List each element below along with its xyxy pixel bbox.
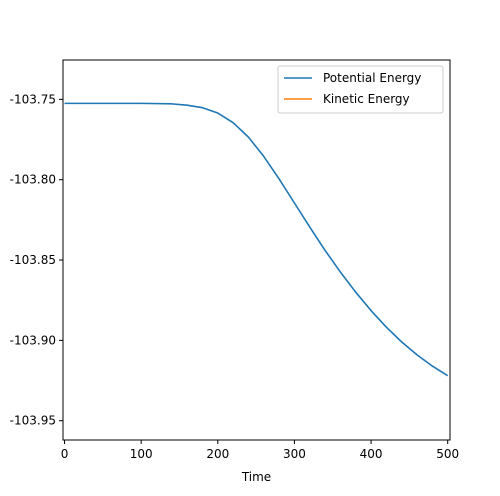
y-tick-label: -103.85: [10, 253, 56, 267]
axis-ticks: 0 100 200 300 400 500 -103.75 -103.80 -103.85 -10…: [10, 92, 459, 461]
plot-frame: [62, 59, 451, 441]
y-tick-label: -103.80: [10, 173, 56, 187]
y-tick-label: -103.90: [10, 333, 56, 347]
x-tick-label: 400: [360, 447, 383, 461]
legend-label: Kinetic Energy: [323, 92, 410, 106]
legend-label: Potential Energy: [323, 71, 421, 85]
y-tick-label: -103.75: [10, 92, 56, 106]
x-tick-label: 500: [436, 447, 459, 461]
x-tick-label: 300: [283, 447, 306, 461]
y-tick-label: -103.95: [10, 414, 56, 428]
plot-area: [64, 102, 449, 377]
x-tick-label: 0: [61, 447, 69, 461]
legend: Potential Energy Kinetic Energy: [277, 65, 444, 114]
x-tick-label: 200: [206, 447, 229, 461]
x-axis-label: Time: [241, 470, 271, 484]
x-tick-label: 100: [130, 447, 153, 461]
series-line-potential-energy: [64, 102, 449, 377]
legend-box: [277, 65, 444, 114]
